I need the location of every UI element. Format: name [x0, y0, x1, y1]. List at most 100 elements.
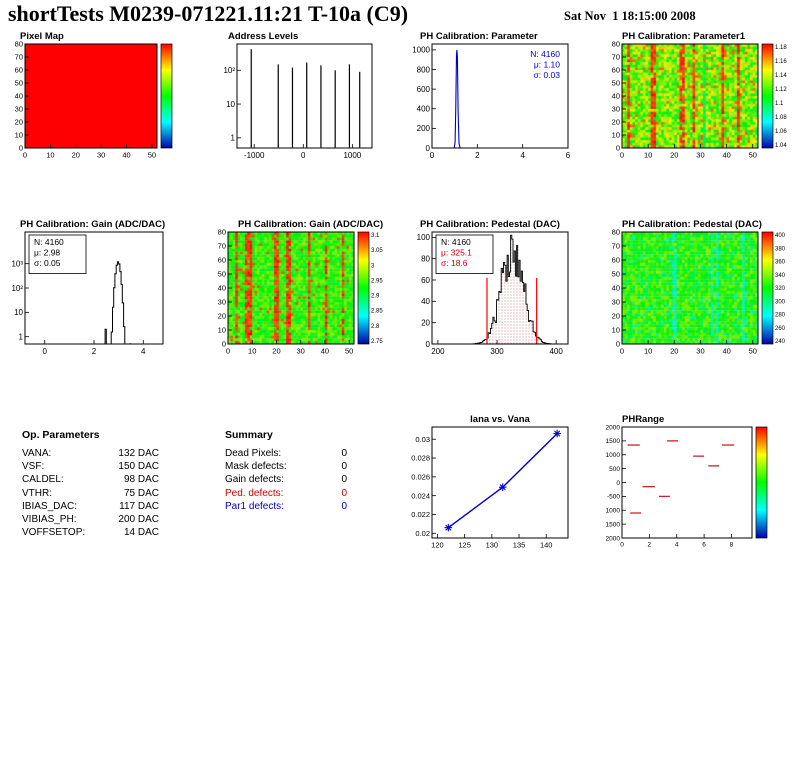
op-param-value: 75 DAC — [123, 487, 159, 499]
svg-text:0: 0 — [620, 151, 624, 160]
svg-text:30: 30 — [612, 298, 620, 307]
svg-text:0: 0 — [620, 347, 624, 356]
svg-text:340: 340 — [775, 273, 786, 279]
svg-text:20: 20 — [670, 151, 678, 160]
svg-text:2: 2 — [475, 151, 480, 160]
svg-text:10: 10 — [226, 100, 235, 109]
svg-text:70: 70 — [218, 242, 226, 251]
chart-phrange: 0 2 4 6 8 2000 1500 1000 500 0 -500 1000 1500 2000 — [606, 424, 768, 549]
svg-text:1.06: 1.06 — [775, 129, 787, 135]
svg-text:2.95: 2.95 — [371, 278, 383, 284]
svg-text:240: 240 — [775, 339, 786, 345]
svg-text:200: 200 — [431, 347, 445, 356]
svg-text:0: 0 — [226, 347, 230, 356]
svg-text:0: 0 — [430, 151, 435, 160]
svg-text:60: 60 — [612, 66, 620, 75]
svg-text:0: 0 — [42, 347, 47, 356]
summary-value: 0 — [341, 448, 347, 459]
svg-text:40: 40 — [722, 151, 730, 160]
svg-text:1000: 1000 — [606, 508, 621, 515]
op-param-row: VOFFSETOP: 14 DAC — [22, 526, 159, 539]
svg-text:10: 10 — [644, 347, 652, 356]
svg-text:800: 800 — [417, 65, 431, 74]
svg-text:10: 10 — [644, 151, 652, 160]
svg-text:10: 10 — [612, 131, 620, 140]
svg-text:120: 120 — [431, 541, 444, 550]
svg-text:3: 3 — [371, 263, 375, 269]
svg-text:200: 200 — [417, 124, 431, 133]
svg-text:1.14: 1.14 — [775, 73, 787, 79]
svg-text:40: 40 — [612, 92, 620, 101]
op-param-value: 200 DAC — [118, 514, 159, 526]
summary-row: Dead Pixels: 0 — [225, 447, 347, 460]
svg-text:0.026: 0.026 — [411, 472, 430, 481]
panel-title-phrange: PHRange — [622, 414, 665, 425]
svg-text:4: 4 — [141, 347, 146, 356]
svg-text:1.1: 1.1 — [775, 101, 784, 107]
svg-text:1000: 1000 — [343, 151, 361, 160]
svg-text:50: 50 — [749, 151, 757, 160]
op-param-label: VTHR: — [22, 487, 52, 499]
op-param-label: VSF: — [22, 461, 45, 473]
svg-text:1000: 1000 — [606, 452, 621, 459]
svg-text:-1000: -1000 — [244, 151, 265, 160]
svg-text:3.05: 3.05 — [371, 248, 383, 254]
svg-text:0: 0 — [616, 340, 620, 349]
svg-text:0: 0 — [620, 542, 624, 549]
svg-text:30: 30 — [218, 298, 226, 307]
summary-block: Summary Dead Pixels: 0 Mask defects: 0 Gai… — [225, 429, 347, 513]
op-param-row: CALDEL: 98 DAC — [22, 473, 159, 486]
svg-text:0: 0 — [426, 144, 431, 153]
panel-title-address-levels: Address Levels — [228, 31, 299, 42]
svg-text:80: 80 — [218, 228, 226, 237]
svg-text:6: 6 — [566, 151, 571, 160]
svg-text:0: 0 — [222, 340, 226, 349]
summary-value: 0 — [341, 487, 347, 499]
svg-text:2000: 2000 — [606, 535, 621, 542]
summary-row: Gain defects: 0 — [225, 473, 347, 486]
chart-pixel_map: 0 10 20 30 40 50 0 10 20 30 40 50 60 70 80 — [15, 40, 173, 160]
svg-text:50: 50 — [345, 347, 353, 356]
svg-text:400: 400 — [775, 233, 786, 239]
svg-text:20: 20 — [421, 318, 430, 327]
summary-row: Par1 defects: 0 — [225, 500, 347, 513]
svg-text:20: 20 — [15, 118, 23, 127]
svg-text:60: 60 — [421, 276, 430, 285]
svg-text:2.9: 2.9 — [371, 294, 380, 300]
summary-label: Gain defects: — [225, 474, 284, 486]
svg-text:1.16: 1.16 — [775, 59, 787, 65]
svg-text:2.85: 2.85 — [371, 309, 383, 315]
svg-text:60: 60 — [218, 256, 226, 265]
svg-text:0: 0 — [301, 151, 306, 160]
panel-title-pedestal-map: PH Calibration: Pedestal (DAC) — [622, 219, 762, 230]
svg-text:20: 20 — [272, 347, 280, 356]
summary-value: 0 — [341, 474, 347, 486]
chart-iana_vana: 120 125 130 135 140 0.02 0.022 0.024 0.026 0.028 0… — [411, 426, 569, 550]
svg-text:50: 50 — [218, 270, 226, 279]
svg-text:1.04: 1.04 — [775, 143, 787, 149]
svg-text:20: 20 — [218, 312, 226, 321]
svg-text:4: 4 — [675, 542, 679, 549]
svg-text:0.028: 0.028 — [411, 454, 430, 463]
svg-text:σ: 18.6: σ: 18.6 — [441, 258, 468, 268]
svg-text:70: 70 — [612, 242, 620, 251]
svg-text:70: 70 — [15, 53, 23, 62]
summary-label: Ped. defects: — [225, 487, 284, 499]
svg-text:0.024: 0.024 — [411, 491, 430, 500]
panel-title-ph-parameter1: PH Calibration: Parameter1 — [622, 31, 746, 42]
svg-text:50: 50 — [15, 79, 23, 88]
svg-text:1.08: 1.08 — [775, 115, 787, 121]
svg-text:10²: 10² — [11, 284, 23, 293]
svg-text:280: 280 — [775, 313, 786, 319]
panel-title-pixel-map: Pixel Map — [20, 31, 64, 42]
op-param-row: VIBIAS_PH: 200 DAC — [22, 513, 159, 526]
svg-text:80: 80 — [15, 40, 23, 49]
svg-text:60: 60 — [612, 256, 620, 265]
svg-text:N: 4160: N: 4160 — [441, 237, 471, 247]
svg-text:1.18: 1.18 — [775, 45, 787, 51]
svg-text:10: 10 — [248, 347, 256, 356]
